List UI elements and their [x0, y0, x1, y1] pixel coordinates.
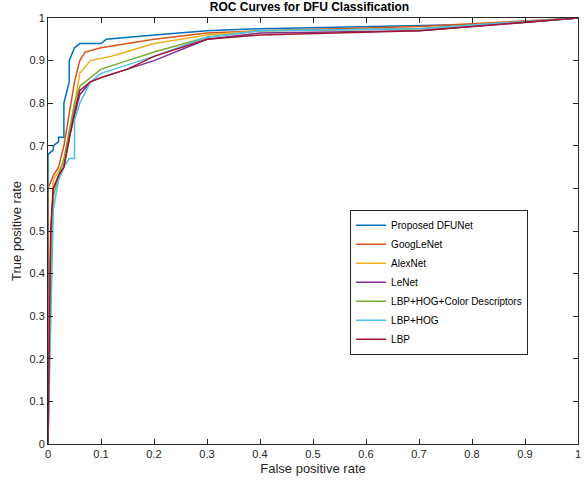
svg-text:0.1: 0.1 [93, 448, 108, 460]
svg-text:0.5: 0.5 [30, 225, 45, 237]
svg-text:False positive rate: False positive rate [260, 461, 366, 476]
svg-text:LBP+HOG+Color Descriptors: LBP+HOG+Color Descriptors [391, 296, 522, 307]
svg-text:0.4: 0.4 [30, 267, 45, 279]
svg-text:0.2: 0.2 [30, 353, 45, 365]
svg-text:0.3: 0.3 [30, 310, 45, 322]
svg-text:0.5: 0.5 [305, 448, 320, 460]
svg-text:0.1: 0.1 [30, 395, 45, 407]
svg-text:0.8: 0.8 [464, 448, 479, 460]
svg-text:0.2: 0.2 [146, 448, 161, 460]
svg-text:0.3: 0.3 [199, 448, 214, 460]
svg-text:1: 1 [39, 12, 45, 24]
svg-text:0: 0 [45, 448, 51, 460]
svg-text:0: 0 [39, 438, 45, 450]
svg-text:LBP+HOG: LBP+HOG [391, 315, 439, 326]
svg-text:0.9: 0.9 [30, 54, 45, 66]
svg-text:AlexNet: AlexNet [391, 258, 426, 269]
svg-text:0.7: 0.7 [411, 448, 426, 460]
svg-text:LBP: LBP [391, 334, 410, 345]
svg-text:0.9: 0.9 [517, 448, 532, 460]
svg-text:0.6: 0.6 [30, 182, 45, 194]
svg-text:0.4: 0.4 [252, 448, 267, 460]
svg-text:0.6: 0.6 [358, 448, 373, 460]
svg-text:0.7: 0.7 [30, 140, 45, 152]
svg-text:ROC Curves for DFU Classificat: ROC Curves for DFU Classification [210, 0, 409, 14]
svg-text:1: 1 [575, 448, 581, 460]
svg-text:True positive rate: True positive rate [9, 181, 24, 281]
svg-text:0.8: 0.8 [30, 97, 45, 109]
svg-text:GoogLeNet: GoogLeNet [391, 239, 442, 250]
svg-text:Proposed DFUNet: Proposed DFUNet [391, 220, 473, 231]
svg-text:LeNet: LeNet [391, 277, 418, 288]
